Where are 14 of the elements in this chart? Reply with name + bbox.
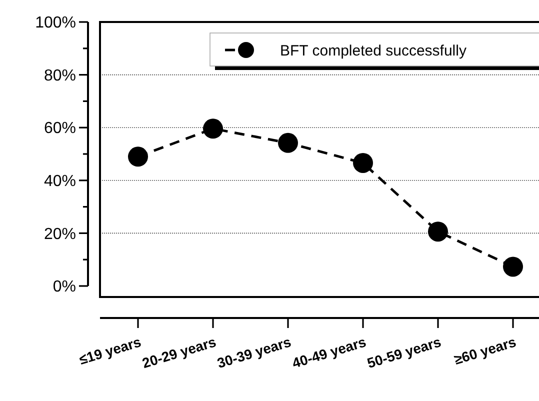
y-tick-label: 60% [44,120,76,138]
x-tick-label: ≥60 years [452,334,518,368]
point [203,118,223,139]
point [503,256,523,277]
y-tick-label: 40% [44,173,76,190]
y-tick-label: 0% [52,278,76,296]
y-tick-label: 100% [35,14,76,32]
y-tick-label: 20% [44,226,76,243]
point [128,146,148,167]
y-tick-label: 80% [44,67,76,84]
point [428,222,448,242]
legend-label: BFT completed successfully [280,42,467,60]
point [278,132,298,153]
point [353,152,373,173]
